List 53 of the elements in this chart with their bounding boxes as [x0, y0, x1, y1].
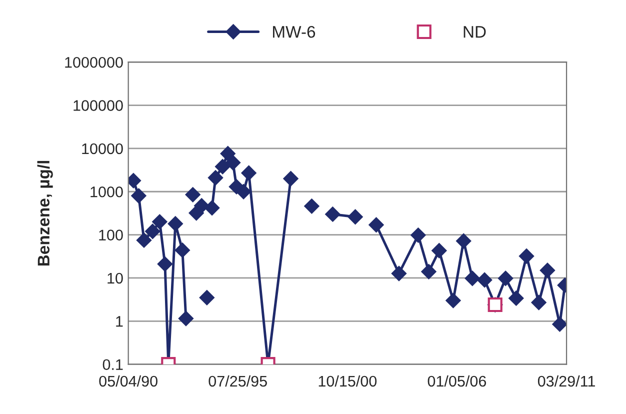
y-axis-title: Benzene, µg/l [37, 160, 53, 266]
point [220, 146, 236, 162]
point [131, 188, 146, 204]
point [518, 248, 534, 264]
point [552, 316, 567, 332]
x-tick-label: 01/05/06 [428, 375, 486, 387]
x-tick-label: 10/15/00 [318, 375, 377, 387]
point [410, 228, 426, 243]
point [168, 216, 183, 232]
point [391, 266, 407, 282]
point [421, 264, 436, 280]
y-tick-label: 10 [108, 272, 123, 284]
point [194, 198, 210, 214]
point [215, 159, 230, 174]
y-tick-label: 1000000 [65, 56, 123, 68]
point [456, 233, 472, 249]
point [241, 165, 256, 181]
point [348, 209, 363, 224]
point [185, 187, 200, 202]
legend-label: MW-6 [273, 26, 316, 38]
point [498, 270, 514, 286]
point [174, 242, 190, 258]
point [136, 232, 152, 248]
point [204, 200, 220, 216]
y-tick-label: 100000 [74, 100, 123, 111]
point [368, 217, 384, 232]
point [152, 214, 168, 230]
y-tick-label: 1000 [90, 186, 123, 198]
y-tick-label: 0.1 [102, 359, 123, 370]
y-tick-label: 10000 [82, 143, 123, 154]
x-tick-label: 03/29/11 [538, 375, 595, 387]
point [236, 184, 252, 200]
point [325, 206, 340, 222]
point [157, 256, 173, 272]
x-tick-label: 05/04/90 [99, 375, 158, 387]
point [464, 270, 480, 286]
y-tick-label: 100 [99, 230, 123, 240]
point [145, 224, 160, 239]
x-tick-label: 07/25/95 [208, 375, 267, 387]
point [446, 292, 461, 308]
point [304, 198, 320, 214]
point [208, 170, 224, 186]
point [432, 243, 447, 258]
point [283, 171, 298, 186]
point [178, 310, 194, 326]
legend-label: ND [464, 26, 486, 38]
point [225, 155, 241, 170]
point [531, 294, 546, 310]
point [199, 290, 214, 306]
point [508, 290, 524, 306]
point [540, 262, 556, 278]
point [476, 272, 492, 288]
y-tick-label: 1 [116, 316, 123, 327]
